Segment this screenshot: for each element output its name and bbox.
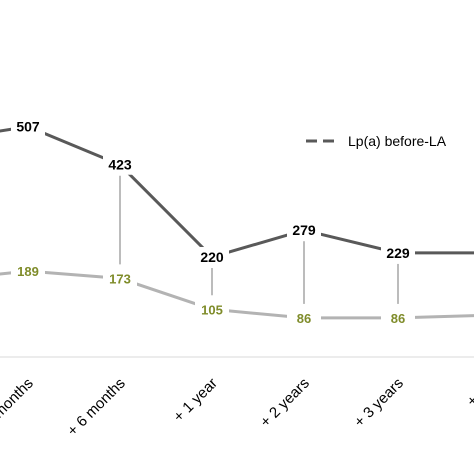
data-label: 86 xyxy=(391,311,405,326)
x-tick-label: + 3 years xyxy=(351,375,407,431)
connector-lines xyxy=(119,175,399,304)
data-label-bg xyxy=(381,308,415,327)
data-label-bg xyxy=(11,262,45,281)
x-tick-label: + 4 y xyxy=(464,374,474,410)
x-tick-labels: months + 6 months + 1 year + 2 years + 3 yea… xyxy=(0,374,474,439)
legend-label: Lp(a) before-LA xyxy=(348,133,447,149)
data-label: 189 xyxy=(17,264,39,279)
legend: Lp(a) before-LA xyxy=(306,133,447,149)
series-lines xyxy=(0,125,474,320)
x-tick-label: months xyxy=(0,375,37,422)
data-label-bg xyxy=(103,269,137,288)
data-label: 423 xyxy=(108,157,132,173)
data-label: 229 xyxy=(386,245,410,261)
data-label-bg xyxy=(195,247,229,268)
data-label: 507 xyxy=(16,119,40,135)
data-label: 105 xyxy=(201,302,223,317)
x-tick-label: + 2 years xyxy=(257,375,313,431)
data-labels: 507 423 220 279 229 189 173 105 86 86 xyxy=(11,116,415,327)
data-label: 173 xyxy=(109,271,131,286)
x-tick-label: + 1 year xyxy=(170,375,221,426)
data-label-bg xyxy=(195,300,229,319)
data-label-bg xyxy=(381,242,415,263)
data-label-bg xyxy=(287,220,321,241)
data-label: 220 xyxy=(200,249,224,265)
data-label-bg xyxy=(287,308,321,327)
data-label: 86 xyxy=(297,311,311,326)
data-label-bg xyxy=(11,116,45,137)
data-label-bg xyxy=(103,154,137,175)
x-tick-label: + 6 months xyxy=(64,375,129,440)
data-label: 279 xyxy=(292,222,316,238)
